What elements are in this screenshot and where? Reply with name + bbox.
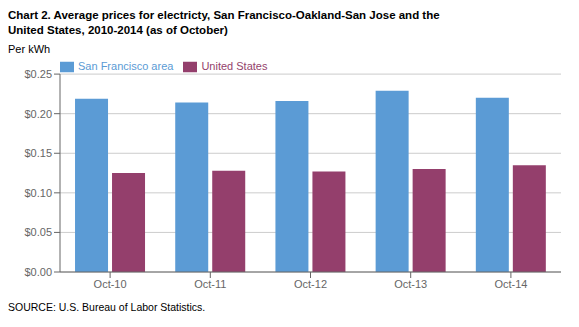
svg-text:Oct-10: Oct-10 [94, 278, 127, 290]
html-text:Per kWh: Per kWh [8, 43, 51, 55]
svg-text:$0.15: $0.15 [24, 147, 52, 159]
svg-text:$0.00: $0.00 [24, 266, 52, 278]
html-text:United States: United States [201, 60, 268, 72]
svg-text:$0.25: $0.25 [24, 68, 52, 80]
svg-text:Oct-12: Oct-12 [294, 278, 327, 290]
svg-text:$0.05: $0.05 [24, 226, 52, 238]
svg-text:Oct-14: Oct-14 [494, 278, 527, 290]
svg-text:Oct-13: Oct-13 [394, 278, 427, 290]
html-text:San Francisco area: San Francisco area [78, 60, 174, 72]
svg-text:$0.20: $0.20 [24, 108, 52, 120]
svg-text:Oct-11: Oct-11 [194, 278, 226, 290]
svg-text:$0.10: $0.10 [24, 187, 52, 199]
html-text:United States, 2010-2014 (as o: United States, 2010-2014 (as of October) [8, 24, 228, 36]
html-text:SOURCE: U.S. Bureau of Labor S: SOURCE: U.S. Bureau of Labor Statistics. [8, 301, 206, 313]
html-text:Chart 2. Average prices for el: Chart 2. Average prices for electricty, … [8, 9, 440, 21]
